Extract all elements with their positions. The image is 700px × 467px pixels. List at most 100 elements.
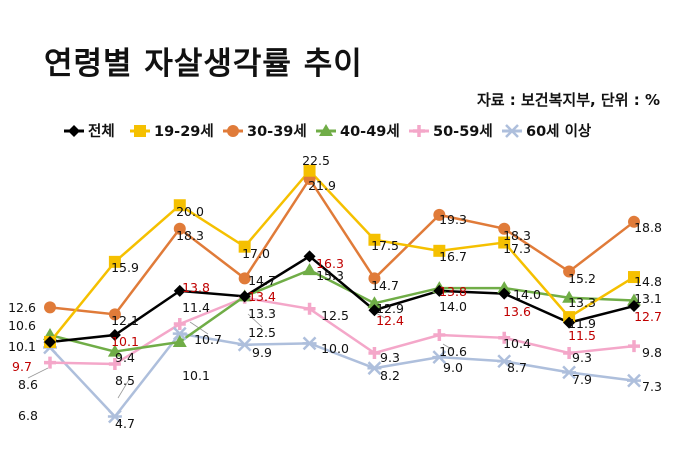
- marker-s3-p5: [367, 296, 382, 309]
- data-label-18: 17.0: [242, 246, 270, 261]
- data-label-27: 15.3: [316, 268, 344, 283]
- data-label-0: 12.6: [8, 300, 36, 315]
- data-label-5: 6.8: [18, 408, 38, 423]
- data-label-35: 8.2: [380, 368, 400, 383]
- marker-s1-p2: [173, 199, 186, 212]
- marker-s4-p2: [173, 318, 186, 330]
- data-label-32: 12.9: [376, 301, 404, 316]
- marker-s2-p8: [563, 265, 576, 278]
- data-label-17: 10.1: [182, 368, 210, 383]
- data-label-1: 10.6: [8, 318, 36, 333]
- data-label-22: 12.5: [248, 325, 276, 340]
- data-label-33: 12.4: [376, 313, 404, 328]
- data-label-40: 10.6: [439, 344, 467, 359]
- marker-s5-p4: [302, 336, 317, 351]
- marker-s1-p3: [238, 240, 251, 253]
- data-label-45: 13.6: [503, 304, 531, 319]
- marker-s5-p8: [562, 365, 577, 380]
- data-label-39: 14.0: [439, 299, 467, 314]
- marker-s1-p5: [368, 233, 381, 246]
- data-label-49: 13.3: [568, 295, 596, 310]
- series-line-4: [49, 296, 635, 366]
- data-label-51: 11.5: [568, 328, 596, 343]
- series-line-2: [49, 176, 635, 316]
- data-label-41: 9.0: [443, 360, 463, 375]
- data-label-47: 8.7: [507, 360, 527, 375]
- data-label-34: 9.3: [380, 350, 400, 365]
- data-label-55: 14.8: [634, 274, 662, 289]
- marker-s3-p2: [172, 334, 187, 347]
- data-label-11: 4.7: [115, 416, 135, 431]
- data-label-8: 10.1: [111, 334, 139, 349]
- data-label-21: 13.3: [248, 306, 276, 321]
- data-label-48: 15.2: [568, 271, 596, 286]
- data-label-12: 20.0: [176, 204, 204, 219]
- data-label-56: 13.1: [634, 291, 662, 306]
- series-line-3: [49, 268, 635, 353]
- marker-s1-p7: [498, 236, 511, 249]
- data-label-23: 9.9: [252, 345, 272, 360]
- data-label-26: 16.3: [316, 256, 344, 271]
- data-label-38: 13.8: [439, 284, 467, 299]
- marker-s5-p6: [432, 350, 447, 365]
- marker-s4-p9: [628, 340, 640, 353]
- marker-s2-p2: [173, 222, 186, 235]
- marker-s4-p4: [303, 302, 316, 315]
- data-label-16: 10.7: [194, 332, 222, 347]
- legend: 전체 19-29세 30-39세 40-49세 50-59세 60세 이상: [64, 123, 592, 140]
- source-note: 자료 : 보건복지부, 단위 : %: [476, 91, 660, 109]
- legend-label-2: 30-39세: [247, 123, 307, 140]
- series-line-1: [49, 168, 635, 343]
- data-label-13: 18.3: [176, 228, 204, 243]
- data-labels: 12.610.610.19.78.66.815.912.110.19.48.54…: [8, 153, 662, 431]
- leader-line-1: [117, 377, 131, 399]
- data-label-30: 17.5: [371, 238, 399, 253]
- marker-s0-p0: [44, 335, 56, 348]
- data-label-59: 7.3: [642, 379, 662, 394]
- chart-title: 연령별 자살생각률 추이: [44, 46, 363, 82]
- marker-s0-p5: [368, 304, 381, 317]
- data-label-53: 7.9: [572, 372, 592, 387]
- data-label-3: 9.7: [12, 359, 32, 374]
- marker-s2-p1: [108, 308, 121, 321]
- marker-s0-p7: [498, 287, 511, 300]
- data-label-54: 18.8: [634, 220, 662, 235]
- series-line-0: [49, 254, 635, 344]
- legend-marker-3: [319, 124, 333, 136]
- marker-s5-p1: [107, 409, 122, 424]
- marker-s5-p9: [627, 373, 641, 388]
- marker-s1-p1: [108, 255, 121, 268]
- marker-s4-p1: [108, 358, 121, 371]
- data-label-31: 14.7: [371, 278, 399, 293]
- marker-s2-p9: [628, 215, 640, 228]
- marker-s3-p9: [627, 293, 641, 306]
- series-markers: [43, 164, 641, 424]
- legend-label-4: 50-59세: [433, 123, 493, 140]
- marker-s4-p0: [44, 356, 56, 369]
- leader-line-3: [247, 313, 263, 328]
- marker-s4-p6: [433, 329, 446, 342]
- data-label-24: 22.5: [302, 153, 330, 168]
- data-label-19: 14.7: [248, 273, 276, 288]
- legend-label-5: 60세 이상: [526, 123, 592, 140]
- marker-s4-p8: [563, 347, 576, 359]
- legend-marker-5: [505, 124, 519, 138]
- data-label-42: 18.3: [503, 228, 531, 243]
- marker-s3-p7: [497, 281, 512, 294]
- marker-s3-p8: [562, 290, 577, 303]
- data-label-20: 13.4: [248, 289, 276, 304]
- legend-label-0: 전체: [88, 123, 115, 140]
- data-label-2: 10.1: [8, 339, 36, 354]
- series-lines: [49, 168, 635, 419]
- marker-s2-p0: [44, 301, 56, 314]
- marker-s3-p1: [107, 344, 122, 357]
- data-label-46: 10.4: [503, 336, 531, 351]
- marker-s0-p8: [563, 316, 576, 329]
- marker-s2-p6: [433, 208, 446, 221]
- marker-s2-p5: [368, 272, 381, 285]
- marker-s3-p4: [302, 263, 317, 276]
- data-label-6: 15.9: [111, 260, 139, 275]
- legend-marker-1: [134, 125, 146, 137]
- data-label-7: 12.1: [111, 313, 139, 328]
- marker-s0-p2: [173, 284, 186, 297]
